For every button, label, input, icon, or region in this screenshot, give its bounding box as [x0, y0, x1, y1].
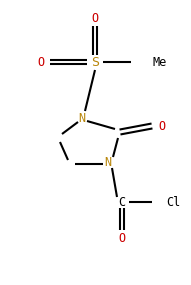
Text: Me: Me [153, 56, 167, 68]
Text: O: O [91, 11, 99, 25]
Text: C: C [118, 196, 125, 209]
Text: N: N [104, 156, 112, 168]
Text: O: O [37, 56, 45, 68]
Text: N: N [79, 111, 86, 125]
Text: Cl: Cl [166, 196, 180, 209]
Text: S: S [91, 56, 99, 68]
Text: O: O [118, 231, 125, 245]
Text: O: O [158, 119, 165, 133]
